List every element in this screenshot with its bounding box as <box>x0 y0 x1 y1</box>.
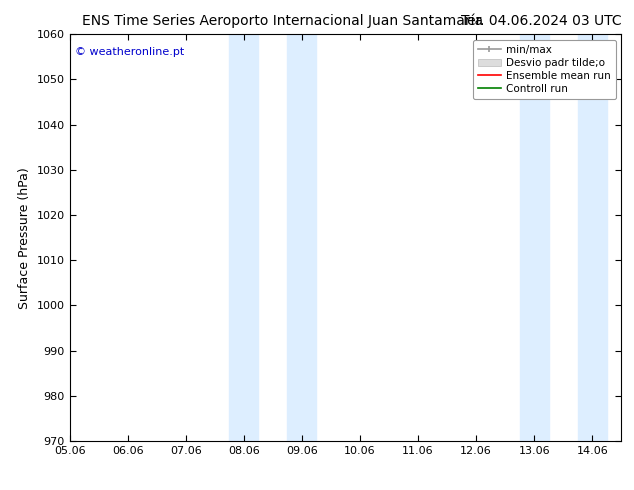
Legend: min/max, Desvio padr tilde;o, Ensemble mean run, Controll run: min/max, Desvio padr tilde;o, Ensemble m… <box>473 40 616 99</box>
Text: ENS Time Series Aeroporto Internacional Juan Santamaría: ENS Time Series Aeroporto Internacional … <box>82 14 484 28</box>
Bar <box>520 34 549 441</box>
Text: © weatheronline.pt: © weatheronline.pt <box>75 47 184 56</box>
Y-axis label: Surface Pressure (hPa): Surface Pressure (hPa) <box>18 167 31 309</box>
Bar <box>287 34 316 441</box>
Bar <box>230 34 259 441</box>
Bar <box>578 34 607 441</box>
Text: Ter. 04.06.2024 03 UTC: Ter. 04.06.2024 03 UTC <box>461 14 621 28</box>
